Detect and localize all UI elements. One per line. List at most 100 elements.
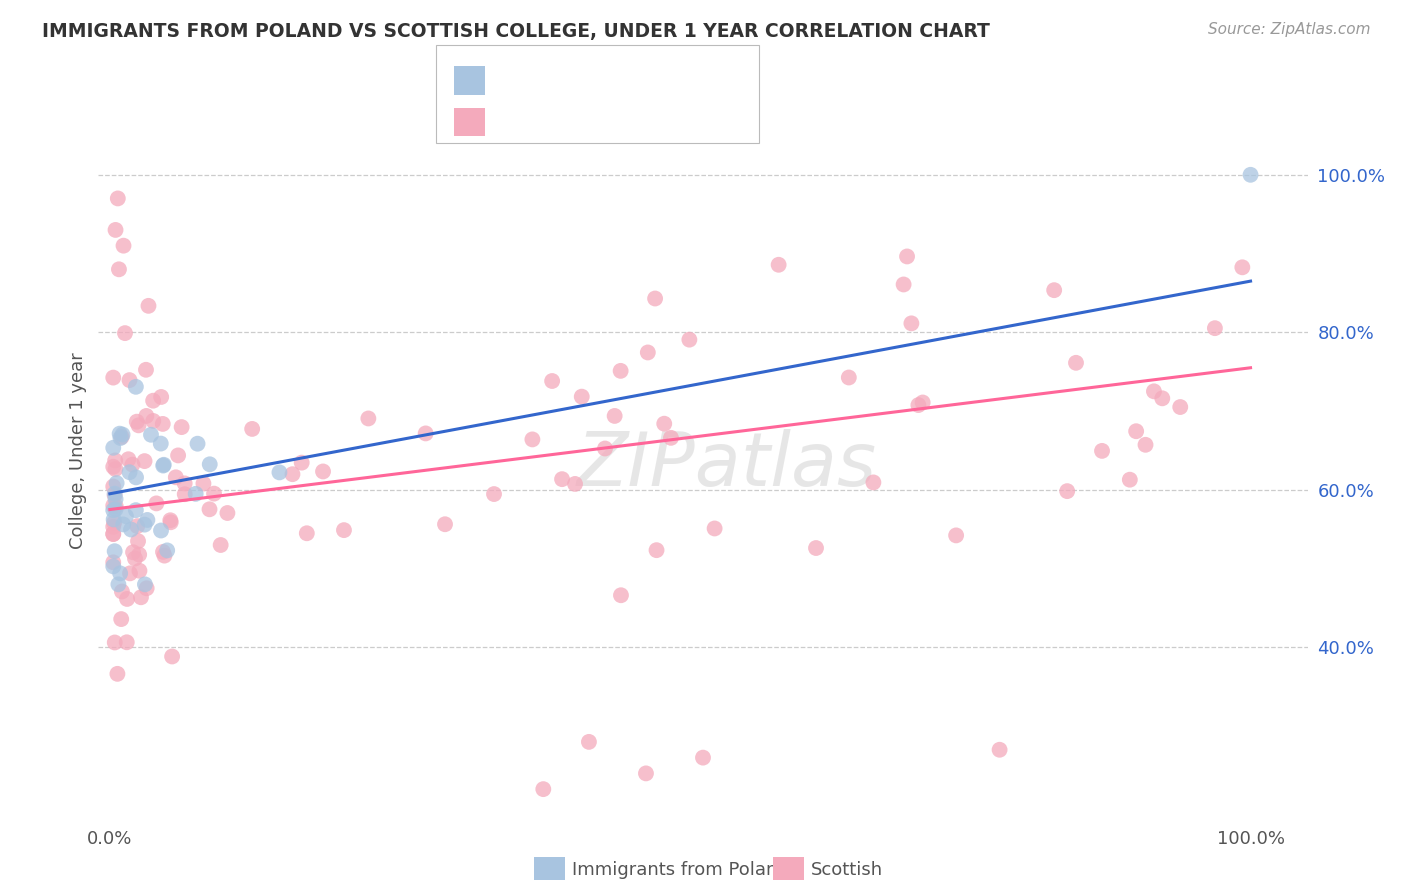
Point	[125, 503, 148, 517]
Point	[103, 503, 125, 517]
Point	[678, 333, 700, 347]
Point	[269, 466, 291, 480]
Point	[118, 465, 141, 479]
Point	[907, 398, 929, 412]
Point	[103, 370, 125, 384]
Point	[122, 545, 145, 559]
Point	[107, 191, 129, 205]
Point	[1232, 260, 1254, 275]
Point	[152, 545, 174, 559]
Point	[187, 436, 209, 450]
Text: 116: 116	[637, 113, 675, 131]
Point	[127, 519, 149, 533]
Point	[134, 517, 156, 532]
Point	[1168, 400, 1191, 414]
Point	[173, 476, 195, 491]
Point	[768, 258, 790, 272]
Text: IMMIGRANTS FROM POLAND VS SCOTTISH COLLEGE, UNDER 1 YEAR CORRELATION CHART: IMMIGRANTS FROM POLAND VS SCOTTISH COLLE…	[42, 22, 990, 41]
Point	[142, 414, 165, 428]
Text: R =: R =	[494, 71, 533, 89]
Point	[159, 513, 181, 527]
Point	[644, 292, 666, 306]
Point	[136, 513, 159, 527]
Point	[103, 512, 125, 526]
Point	[610, 588, 633, 602]
Point	[104, 500, 127, 514]
Point	[165, 470, 187, 484]
Text: N =: N =	[596, 113, 636, 131]
Point	[578, 735, 600, 749]
Point	[111, 427, 134, 442]
Point	[170, 420, 193, 434]
Point	[1239, 168, 1261, 182]
Point	[1091, 443, 1114, 458]
Point	[108, 262, 131, 277]
Point	[134, 577, 156, 591]
Point	[128, 548, 150, 562]
Point	[281, 467, 304, 482]
Point	[333, 523, 356, 537]
Point	[112, 517, 135, 532]
Point	[988, 743, 1011, 757]
Text: 35: 35	[637, 71, 662, 89]
Point	[1135, 438, 1157, 452]
Point	[804, 541, 827, 555]
Point	[120, 523, 142, 537]
Point	[112, 238, 135, 252]
Point	[593, 442, 616, 456]
Point	[1204, 321, 1226, 335]
Point	[198, 502, 221, 516]
Point	[900, 317, 922, 331]
Point	[125, 470, 148, 484]
Point	[482, 487, 505, 501]
Text: Immigrants from Poland: Immigrants from Poland	[572, 861, 789, 879]
Point	[107, 666, 129, 681]
Point	[115, 591, 138, 606]
Point	[103, 559, 125, 574]
Point	[103, 459, 125, 474]
Point	[1043, 283, 1066, 297]
Point	[240, 422, 263, 436]
Point	[115, 635, 138, 649]
Point	[173, 487, 195, 501]
Point	[357, 411, 380, 425]
Point	[531, 782, 554, 797]
Point	[896, 249, 918, 263]
Point	[103, 555, 125, 569]
Point	[184, 487, 207, 501]
Point	[295, 526, 318, 541]
Point	[153, 549, 176, 563]
Point	[1056, 484, 1078, 499]
Point	[150, 524, 173, 538]
Point	[522, 433, 544, 447]
Point	[134, 454, 156, 468]
Point	[1152, 392, 1174, 406]
Text: R =: R =	[494, 113, 533, 131]
Point	[659, 431, 682, 445]
Point	[150, 390, 173, 404]
Point	[104, 488, 127, 502]
Point	[159, 515, 181, 529]
Point	[434, 517, 457, 532]
Point	[217, 506, 239, 520]
Point	[862, 475, 884, 490]
Point	[104, 544, 127, 558]
Point	[110, 431, 132, 445]
Point	[104, 486, 127, 500]
Point	[692, 750, 714, 764]
Point	[128, 418, 150, 433]
Point	[152, 417, 174, 431]
Point	[142, 393, 165, 408]
Point	[152, 458, 174, 473]
Point	[104, 453, 127, 467]
Point	[551, 472, 574, 486]
Point	[103, 499, 125, 513]
Point	[111, 584, 134, 599]
Point	[1125, 424, 1147, 438]
Point	[160, 649, 183, 664]
Point	[167, 449, 190, 463]
Point	[541, 374, 564, 388]
Point	[415, 426, 437, 441]
Point	[291, 456, 314, 470]
Point	[911, 395, 934, 409]
